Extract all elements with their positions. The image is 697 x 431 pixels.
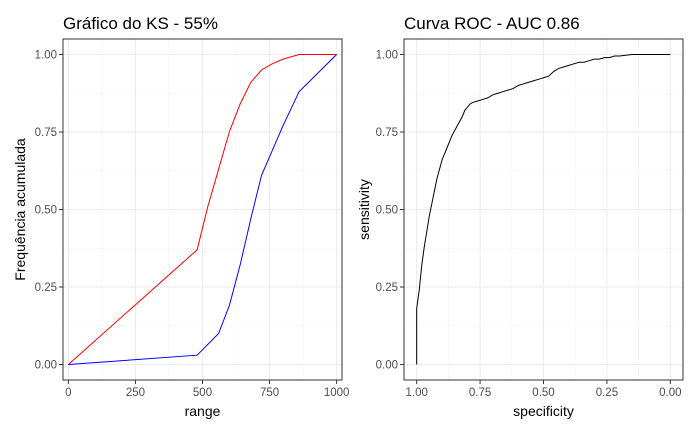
ks-x-tick-label: 500 — [193, 387, 212, 399]
roc-x-axis-title: specificity — [513, 403, 574, 419]
ks-series-line-1 — [68, 54, 337, 365]
roc-x-tick-label: 0.00 — [659, 387, 681, 399]
ks-y-tick-label: 0.75 — [35, 127, 57, 139]
roc-chart: Curva ROC - AUC 0.86 1.00 0.75 0.50 0.25 0.0… — [356, 14, 684, 419]
roc-x-axis: 1.00 0.75 0.50 0.25 0.00 — [405, 380, 682, 399]
ks-y-tick-label: 0.50 — [35, 205, 57, 217]
roc-x-tick-label: 0.75 — [469, 387, 491, 399]
ks-x-tick-label: 0 — [65, 387, 71, 399]
ks-x-tick-label: 750 — [260, 387, 279, 399]
roc-major-grid — [404, 39, 683, 380]
ks-chart: Gráfico do KS - 55% 0 250 500 750 1000 0.000… — [12, 14, 349, 419]
roc-y-tick-label: 0.50 — [376, 205, 398, 217]
roc-y-tick-label: 0.75 — [376, 127, 398, 139]
ks-y-tick-label: 0.00 — [35, 360, 57, 372]
ks-x-tick-label: 1000 — [324, 387, 350, 399]
ks-y-axis: 0.00 0.25 0.50 0.75 1.00 — [35, 50, 63, 372]
ks-x-axis: 0 250 500 750 1000 — [65, 380, 349, 399]
roc-y-axis-title: sensitivity — [356, 179, 372, 240]
ks-y-tick-label: 0.25 — [35, 282, 57, 294]
ks-x-axis-title: range — [185, 403, 221, 419]
ks-x-tick-label: 250 — [126, 387, 145, 399]
ks-y-tick-label: 1.00 — [35, 50, 57, 62]
roc-series-layer — [416, 54, 671, 365]
ks-series-line-2 — [68, 54, 337, 365]
roc-x-tick-label: 0.50 — [532, 387, 554, 399]
roc-y-tick-label: 0.00 — [376, 360, 398, 372]
ks-chart-title: Gráfico do KS - 55% — [63, 14, 218, 33]
roc-series-line-1 — [416, 54, 671, 365]
roc-y-tick-label: 1.00 — [376, 50, 398, 62]
roc-x-tick-label: 1.00 — [405, 387, 427, 399]
roc-y-axis: 0.00 0.25 0.50 0.75 1.00 — [376, 50, 404, 372]
ks-major-grid — [63, 39, 342, 380]
roc-chart-title: Curva ROC - AUC 0.86 — [404, 14, 580, 33]
roc-y-tick-label: 0.25 — [376, 282, 398, 294]
ks-series-layer — [68, 54, 337, 365]
roc-x-tick-label: 0.25 — [596, 387, 618, 399]
ks-y-axis-title: Frequência acumulada — [12, 138, 28, 281]
